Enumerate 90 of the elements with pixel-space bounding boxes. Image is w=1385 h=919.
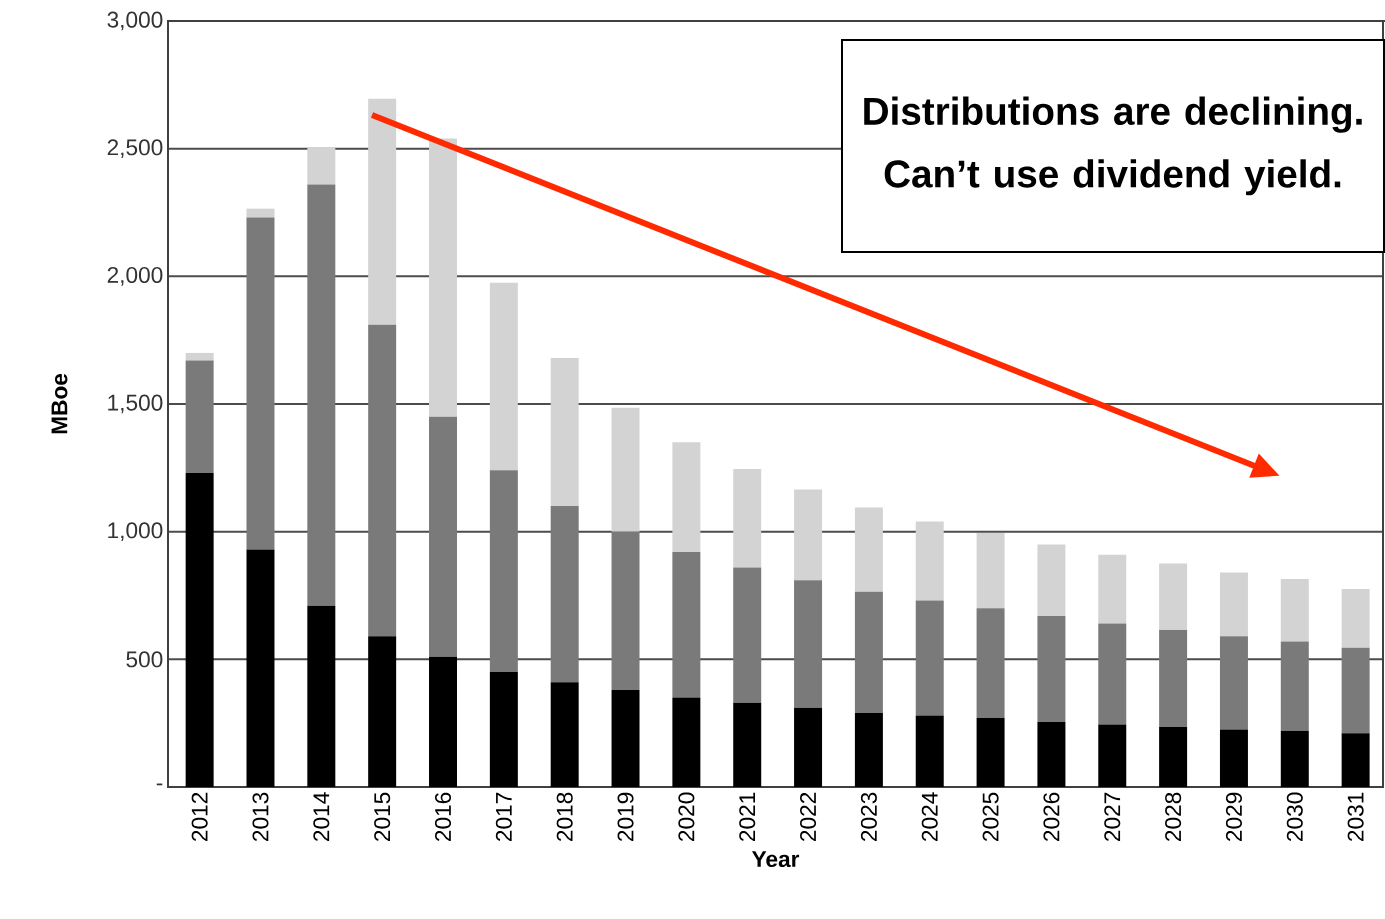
bar <box>1037 615 1066 722</box>
bar <box>794 489 823 581</box>
x-tick-label: 2026 <box>1043 792 1060 841</box>
bar <box>368 98 397 325</box>
bar <box>1159 629 1188 727</box>
x-tick-label: 2014 <box>313 792 330 841</box>
x-tick-label: 2019 <box>617 792 634 841</box>
bar <box>611 531 640 690</box>
bar <box>976 718 1005 787</box>
x-axis-title: Year <box>751 851 800 868</box>
y-tick-label: - <box>156 783 163 786</box>
bar <box>1219 572 1248 637</box>
bar <box>794 707 823 787</box>
y-tick-label: 1,000 <box>108 522 163 542</box>
y-axis-title: MBoe <box>51 373 68 434</box>
x-tick-label: 2017 <box>495 792 512 841</box>
y-tick-label: 3,000 <box>107 11 163 31</box>
bar <box>185 472 214 787</box>
x-tick-label: 2020 <box>678 792 695 841</box>
bar <box>1037 721 1066 787</box>
bar <box>854 591 883 713</box>
x-tick-label: 2013 <box>252 792 269 841</box>
x-tick-label: 2030 <box>1286 792 1303 841</box>
bar <box>307 184 336 606</box>
bar <box>672 697 701 787</box>
bar <box>672 442 701 553</box>
x-tick-label: 2025 <box>982 792 999 841</box>
bar <box>429 416 457 657</box>
bar <box>1280 730 1309 787</box>
y-tick-label: 500 <box>126 651 163 668</box>
bar <box>307 605 336 787</box>
bar <box>733 702 762 787</box>
bar <box>368 636 397 787</box>
bar <box>429 138 457 417</box>
bar <box>489 470 518 673</box>
bar <box>733 469 762 568</box>
bar <box>854 507 883 592</box>
y-tick-label: 2,000 <box>107 266 163 286</box>
x-tick-label: 2021 <box>739 792 756 841</box>
bar <box>1341 647 1370 734</box>
bar <box>368 324 397 637</box>
bar <box>246 217 275 550</box>
y-tick-label: 1,500 <box>108 394 163 414</box>
x-tick-label: 2012 <box>191 792 208 841</box>
bar <box>915 521 944 601</box>
bar <box>611 407 640 532</box>
x-tick-label: 2016 <box>434 792 452 841</box>
bar <box>550 506 579 683</box>
bar <box>1159 563 1188 630</box>
x-tick-label: 2027 <box>1104 792 1121 841</box>
bar <box>1341 589 1370 648</box>
bar <box>976 608 1005 719</box>
bar <box>185 360 214 473</box>
bar <box>185 352 214 361</box>
bar <box>550 358 579 507</box>
x-tick-label: 2029 <box>1225 792 1242 841</box>
bar <box>733 567 762 703</box>
annotation: Distributions are declining. Can’t use dividend yield. <box>864 96 1362 196</box>
bar <box>976 532 1005 609</box>
bar <box>489 282 518 471</box>
bar <box>611 689 640 787</box>
x-tick-label: 2023 <box>860 792 877 841</box>
bar <box>246 549 275 787</box>
bar <box>246 208 275 218</box>
bar <box>1219 729 1248 787</box>
bar <box>854 712 883 787</box>
bar <box>672 552 701 698</box>
bar <box>915 715 944 787</box>
x-tick-label: 2024 <box>921 792 938 841</box>
bar <box>1037 544 1066 616</box>
x-tick-label: 2031 <box>1347 792 1364 841</box>
bar <box>915 600 944 716</box>
bar <box>1159 726 1188 787</box>
bar <box>307 147 336 185</box>
bar <box>1098 724 1127 787</box>
bar <box>1098 554 1127 624</box>
bar <box>1098 623 1127 725</box>
bar <box>429 656 457 787</box>
bar <box>1280 578 1309 642</box>
bar <box>1341 733 1370 787</box>
bar <box>489 672 518 787</box>
bar <box>550 682 579 787</box>
bar <box>1219 636 1248 730</box>
x-tick-label: 2015 <box>374 792 391 841</box>
x-tick-label: 2028 <box>1165 792 1182 841</box>
bar <box>794 580 823 708</box>
bar <box>1280 641 1309 731</box>
y-tick-label: 2,500 <box>107 139 163 159</box>
x-tick-label: 2018 <box>556 792 573 841</box>
x-tick-label: 2022 <box>800 792 817 841</box>
